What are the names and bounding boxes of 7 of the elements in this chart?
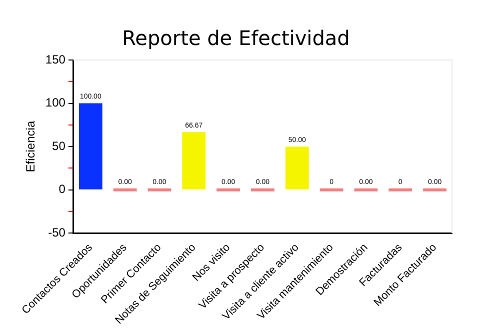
y-tick-label: 100 [45,96,66,110]
y-tick-label: -50 [48,225,66,240]
y-tick-label: 0 [58,182,66,196]
y-axis-title: Eficiencia [24,120,38,172]
y-tick-label: 150 [45,52,66,66]
y-tick-label: 50 [52,138,66,153]
chart-title: Reporte de Efectividad [122,26,350,50]
